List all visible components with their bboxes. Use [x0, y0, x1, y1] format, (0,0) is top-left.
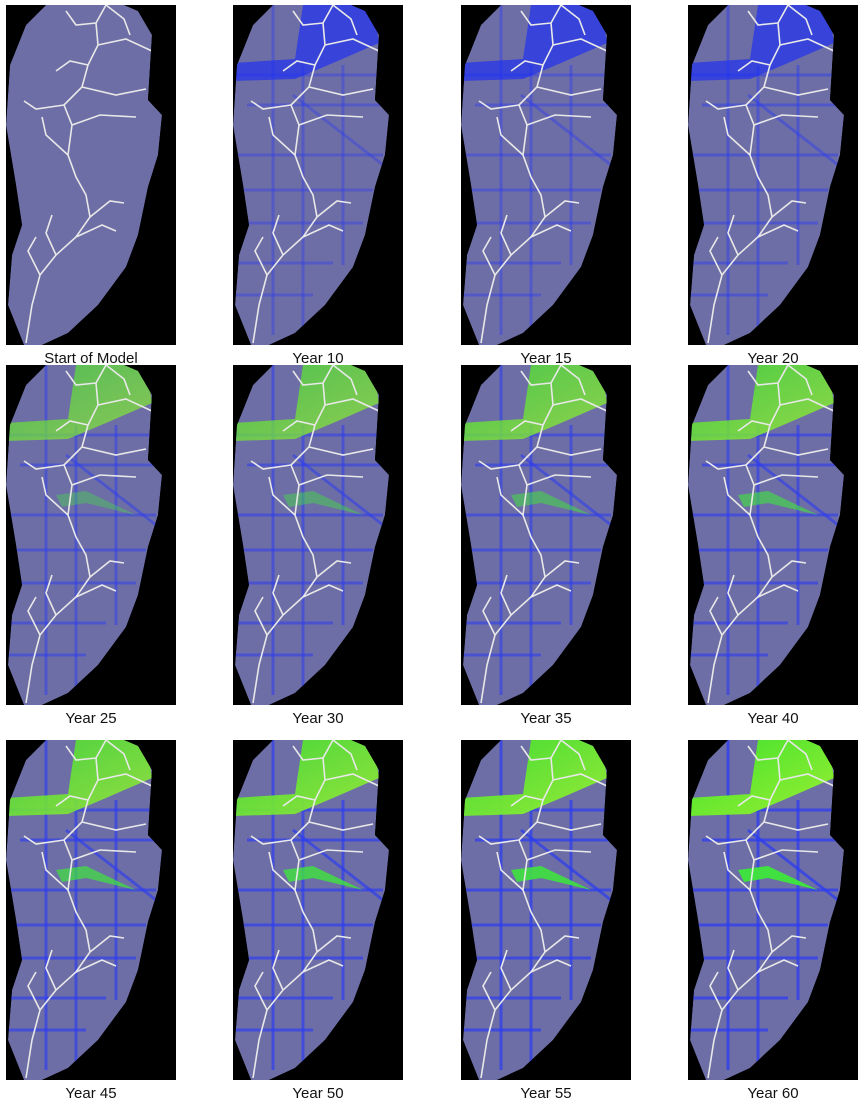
figure: Start of Model Year 10 Year 15 Year 20 Year … [0, 0, 858, 1110]
panel-caption: Year 60 [747, 1085, 798, 1102]
map-panel: Year 40 [688, 365, 858, 727]
map-panel: Year 35 [461, 365, 631, 727]
map-panel: Year 20 [688, 5, 858, 367]
panel-caption: Year 40 [747, 710, 798, 727]
panel-caption: Year 55 [520, 1085, 571, 1102]
map-panel: Year 55 [461, 740, 631, 1102]
panel-caption: Year 45 [65, 1085, 116, 1102]
map-panel: Year 15 [461, 5, 631, 367]
map-panel: Year 60 [688, 740, 858, 1102]
panel-caption: Year 35 [520, 710, 571, 727]
panel-caption: Year 25 [65, 710, 116, 727]
map-panel: Start of Model [6, 5, 176, 367]
panel-caption: Year 30 [292, 710, 343, 727]
panel-caption: Start of Model [44, 350, 137, 367]
map-panel: Year 50 [233, 740, 403, 1102]
map-panel: Year 10 [233, 5, 403, 367]
map-panel: Year 30 [233, 365, 403, 727]
panel-caption: Year 15 [520, 350, 571, 367]
panel-caption: Year 50 [292, 1085, 343, 1102]
panel-caption: Year 20 [747, 350, 798, 367]
map-panel: Year 25 [6, 365, 176, 727]
panel-caption: Year 10 [292, 350, 343, 367]
map-panel: Year 45 [6, 740, 176, 1102]
